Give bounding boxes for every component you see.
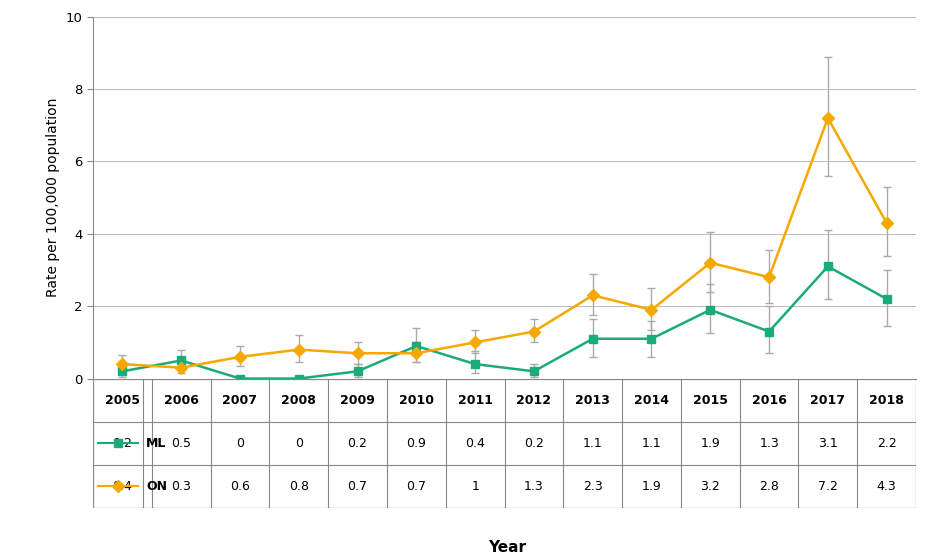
Text: 2018: 2018 <box>870 393 904 407</box>
Text: 2005: 2005 <box>105 393 140 407</box>
Y-axis label: Rate per 100,000 population: Rate per 100,000 population <box>46 98 60 297</box>
Text: 2014: 2014 <box>634 393 669 407</box>
Text: 1.1: 1.1 <box>642 437 661 450</box>
Text: 2.3: 2.3 <box>583 480 603 493</box>
Text: 2007: 2007 <box>222 393 258 407</box>
Text: 4.3: 4.3 <box>877 480 897 493</box>
Text: 1.1: 1.1 <box>583 437 603 450</box>
Text: 2016: 2016 <box>751 393 787 407</box>
Text: Year: Year <box>488 540 525 555</box>
Text: 1: 1 <box>472 480 479 493</box>
Text: 0.4: 0.4 <box>465 437 485 450</box>
Text: 2006: 2006 <box>164 393 199 407</box>
Text: 0.2: 0.2 <box>348 437 367 450</box>
Text: 1.9: 1.9 <box>700 437 720 450</box>
Text: 0.9: 0.9 <box>406 437 426 450</box>
Text: 2010: 2010 <box>399 393 433 407</box>
Text: 2017: 2017 <box>810 393 845 407</box>
Text: 1.3: 1.3 <box>524 480 544 493</box>
Text: 0.2: 0.2 <box>524 437 544 450</box>
Text: 0.4: 0.4 <box>113 480 132 493</box>
Text: 2015: 2015 <box>693 393 728 407</box>
Text: 3.1: 3.1 <box>818 437 838 450</box>
Text: 0.5: 0.5 <box>171 437 192 450</box>
Text: 0.7: 0.7 <box>348 480 367 493</box>
Text: 0: 0 <box>295 437 303 450</box>
Text: 2013: 2013 <box>576 393 610 407</box>
Text: 1.9: 1.9 <box>642 480 661 493</box>
Text: 7.2: 7.2 <box>817 480 838 493</box>
Text: 2008: 2008 <box>281 393 316 407</box>
Text: 0.3: 0.3 <box>171 480 192 493</box>
Text: 0.8: 0.8 <box>288 480 309 493</box>
Text: 2011: 2011 <box>458 393 493 407</box>
Text: 0.6: 0.6 <box>230 480 250 493</box>
Text: ML: ML <box>146 437 166 450</box>
Text: 2.8: 2.8 <box>759 480 779 493</box>
Text: 0.2: 0.2 <box>113 437 132 450</box>
Text: 2012: 2012 <box>516 393 551 407</box>
Text: ON: ON <box>146 480 166 493</box>
Text: 3.2: 3.2 <box>700 480 720 493</box>
Text: 0: 0 <box>236 437 244 450</box>
Text: 2.2: 2.2 <box>877 437 897 450</box>
Text: 0.7: 0.7 <box>406 480 426 493</box>
Text: 2009: 2009 <box>340 393 375 407</box>
Text: 1.3: 1.3 <box>759 437 779 450</box>
